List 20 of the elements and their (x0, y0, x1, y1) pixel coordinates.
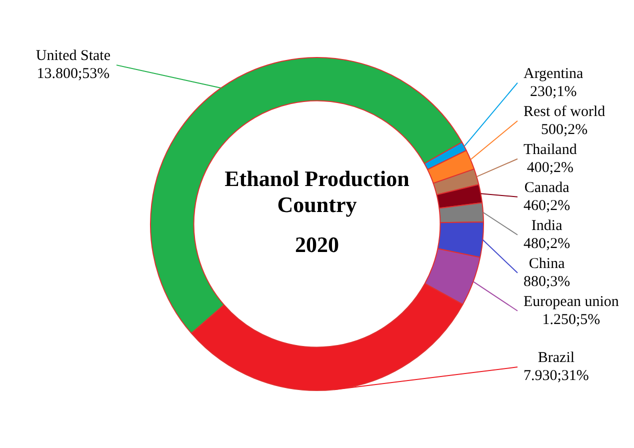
slice-label: United State (36, 48, 111, 64)
slice-label: Thailand (523, 142, 578, 158)
data-label: 230;1% (530, 84, 577, 100)
slice-label: India (531, 218, 563, 234)
data-label: 500;2% (540, 122, 588, 138)
slice-label: Argentina (523, 66, 584, 82)
slice-label: Rest of world (523, 104, 606, 120)
data-label: 880;3% (523, 274, 570, 290)
slice-label: Brazil (538, 350, 575, 366)
data-label: 480;2% (523, 236, 570, 252)
data-label: 13.800;53% (36, 66, 110, 82)
data-label: 400;2% (526, 160, 574, 176)
text: 2020 (294, 232, 340, 258)
text: Ethanol Production Country (224, 166, 410, 218)
slice-label: China (528, 256, 566, 272)
data-label: 1.250;5% (542, 312, 600, 328)
slice-label: Canada (524, 180, 570, 196)
data-label: 7.930;31% (523, 368, 589, 384)
data-label: 460;2% (523, 198, 570, 214)
slice-label: European union (524, 294, 620, 310)
